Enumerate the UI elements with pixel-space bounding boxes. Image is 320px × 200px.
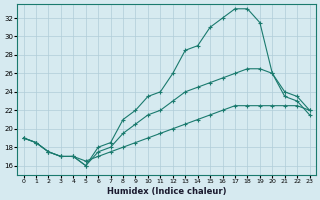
X-axis label: Humidex (Indice chaleur): Humidex (Indice chaleur) [107, 187, 226, 196]
